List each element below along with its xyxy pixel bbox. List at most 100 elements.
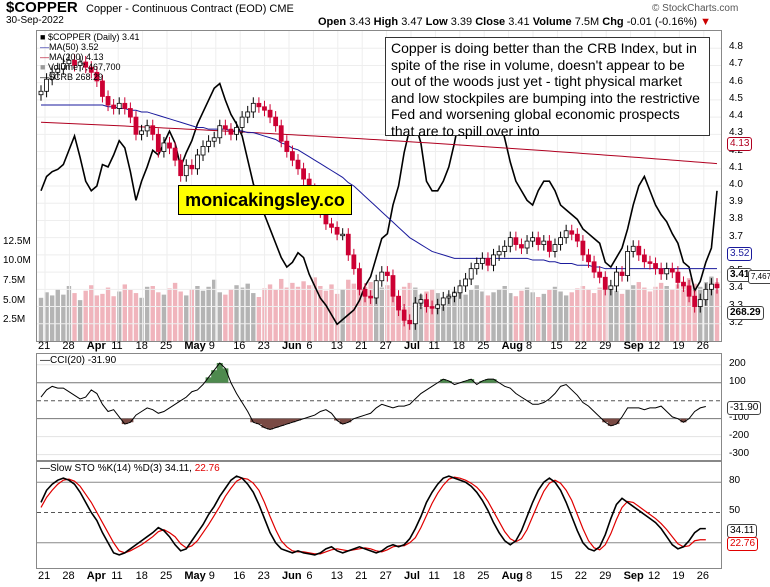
x-tick-label: 21 <box>355 340 368 352</box>
volume-bar <box>703 282 709 341</box>
cci-tick-label: -100 <box>729 411 750 423</box>
volume-bar <box>72 293 77 341</box>
price-tick-label: 4.6 <box>729 75 743 87</box>
candle-body <box>273 116 279 127</box>
candle-body <box>479 257 485 264</box>
open-value: 3.43 <box>349 16 371 28</box>
volume-bar <box>558 291 563 341</box>
legend-ma200: —MA(200) 4.13 <box>40 52 104 62</box>
volume-bar <box>273 289 278 341</box>
candle-body <box>474 263 480 270</box>
cci-swatch: — <box>40 355 50 366</box>
price-tick-label: 4.4 <box>729 110 743 122</box>
price-tick-label: 3.2 <box>729 316 743 328</box>
candle-body <box>446 295 452 299</box>
volume-bar <box>424 291 429 341</box>
volume-bar <box>306 285 312 341</box>
volume-bar <box>468 289 474 341</box>
volume-bar <box>211 279 217 341</box>
volume-bar <box>128 289 133 341</box>
x-tick-label: 9 <box>208 340 215 352</box>
sto-k-line <box>40 475 706 556</box>
volume-tick-label: 5.0M <box>3 294 26 306</box>
legend-main: ■ $COPPER (Daily) 3.41 <box>40 32 139 42</box>
sto-chart <box>37 475 721 556</box>
x-tick-label: 18 <box>135 570 148 582</box>
candle-body <box>295 159 301 170</box>
volume-bar <box>318 286 323 341</box>
volume-bar <box>603 284 608 341</box>
price-tick-label: 4.7 <box>729 58 743 70</box>
close-label: Close <box>475 16 506 28</box>
volume-bar <box>536 297 541 341</box>
candle-body <box>524 240 530 249</box>
price-tick-label: 3.9 <box>729 196 743 208</box>
candle-body <box>608 285 614 290</box>
volume-bar <box>83 290 88 341</box>
candle-body <box>625 251 631 276</box>
candle-body <box>72 59 77 66</box>
volume-bar <box>133 293 139 341</box>
candle-body <box>278 125 284 142</box>
volume-bar <box>61 294 66 341</box>
x-tick-label: 28 <box>62 340 75 352</box>
volume-label: Volume <box>532 16 572 28</box>
candle-body <box>686 285 692 297</box>
x-tick-label: 8 <box>526 340 533 352</box>
x-tick-label: 27 <box>379 340 392 352</box>
x-tick-label: Jul <box>404 340 420 352</box>
volume-bar <box>374 289 379 341</box>
volume-bar <box>105 287 111 341</box>
x-tick-label: 29 <box>599 570 612 582</box>
legend-main-swatch: ■ <box>40 32 46 42</box>
volume-bar <box>463 294 468 341</box>
volume-bar <box>334 293 340 341</box>
candle-body <box>675 271 681 283</box>
volume-bar <box>418 294 424 341</box>
candle-body <box>496 251 502 256</box>
candle-body <box>256 102 262 108</box>
volume-bar <box>686 278 692 341</box>
volume-bar <box>251 293 256 341</box>
volume-bar <box>178 291 183 341</box>
ma50-badge: 3.52 <box>727 247 753 261</box>
candle-body <box>463 278 468 287</box>
price-tick-label: 3.3 <box>729 300 743 311</box>
brand-text: © StockCharts.com <box>652 3 739 14</box>
volume-bar <box>122 284 128 341</box>
x-tick-label: Jun <box>282 570 302 582</box>
candle-body <box>563 230 569 239</box>
x-tick-label: 25 <box>477 570 490 582</box>
candle-body <box>200 145 206 156</box>
candle-body <box>647 261 653 264</box>
volume-bar <box>44 292 49 341</box>
x-tick-label: 26 <box>696 570 710 582</box>
x-tick-label: 15 <box>550 340 563 352</box>
sto-d-line <box>40 476 706 555</box>
candle-body <box>452 292 457 297</box>
candle-body <box>222 125 228 130</box>
volume-bar <box>368 282 373 341</box>
volume-bar <box>206 286 211 341</box>
candle-body <box>83 61 89 68</box>
volume-value: 7.5M <box>574 16 600 28</box>
x-tick-label: 21 <box>355 570 368 582</box>
x-tick-label: Jun <box>282 340 302 352</box>
volume-bar <box>597 287 602 341</box>
candle-body <box>340 233 346 237</box>
cci-tick-label: 100 <box>729 375 746 387</box>
candle-body <box>167 142 172 149</box>
exchange-text: CME <box>269 3 294 15</box>
candle-body <box>155 133 161 152</box>
candle-body <box>100 80 105 97</box>
volume-bar <box>150 286 155 341</box>
candle-body <box>681 282 686 287</box>
volume-bar <box>407 282 412 341</box>
candle-body <box>133 116 139 135</box>
candle-body <box>144 125 150 132</box>
close-value: 3.41 <box>508 16 530 28</box>
volume-bar <box>38 297 44 341</box>
volume-bar <box>117 291 122 341</box>
volume-bar <box>49 295 55 341</box>
candle-body <box>38 90 44 96</box>
